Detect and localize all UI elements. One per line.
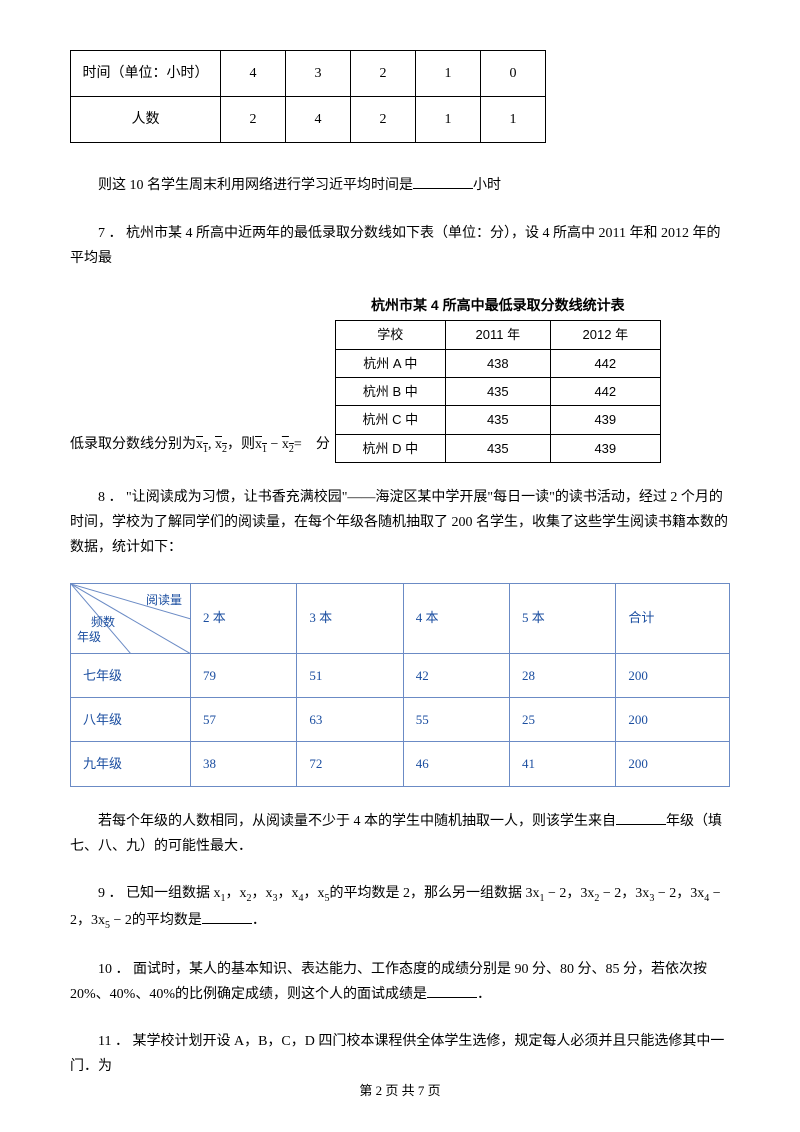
cell: 46 <box>403 742 509 786</box>
math-diff: x1 − x2 <box>255 437 294 452</box>
blank <box>616 811 666 825</box>
cell: 九年级 <box>71 742 191 786</box>
q7-line1: 7 ． 杭州市某 4 所高中近两年的最低录取分数线如下表（单位：分），设 4 所… <box>70 221 730 271</box>
text: 则这 10 名学生周末利用网络进行学习近平均时间是 <box>98 178 413 193</box>
cell: 4 <box>286 97 351 143</box>
cell: 2 <box>351 51 416 97</box>
q8-text: 8 ． "让阅读成为习惯，让书香充满校园"——海淀区某中学开展"每日一读"的读书… <box>70 485 730 561</box>
cell: 1 <box>481 97 546 143</box>
cell: 38 <box>191 742 297 786</box>
cell: 4 本 <box>403 583 509 653</box>
cell: 七年级 <box>71 653 191 697</box>
text: = <box>294 437 302 452</box>
label-grade: 年级 <box>77 627 101 649</box>
paragraph-after-t1: 则这 10 名学生周末利用网络进行学习近平均时间是 小时 <box>70 173 730 198</box>
cell: 442 <box>550 377 660 405</box>
text: 的平均数是 <box>132 913 202 928</box>
q8-after: 若每个年级的人数相同，从阅读量不少于 4 本的学生中随机抽取一人，则该学生来自年… <box>70 809 730 859</box>
text: 低录取分数线分别为 <box>70 437 196 452</box>
cell: 2011 年 <box>445 321 550 349</box>
cell: 3 <box>286 51 351 97</box>
cell: 2012 年 <box>550 321 660 349</box>
cell: 25 <box>510 698 616 742</box>
cell: 0 <box>481 51 546 97</box>
blank <box>202 910 252 924</box>
text: 的平均数是 2，那么另一组数据 <box>330 886 523 901</box>
cell: 57 <box>191 698 297 742</box>
text: 9 ． 已知一组数据 <box>98 886 210 901</box>
cell: 439 <box>550 406 660 434</box>
cell: 439 <box>550 434 660 462</box>
cell: 5 本 <box>510 583 616 653</box>
cell: 41 <box>510 742 616 786</box>
cell: 200 <box>616 653 730 697</box>
cell: 42 <box>403 653 509 697</box>
cell: 2 <box>221 97 286 143</box>
cell: 杭州 B 中 <box>335 377 445 405</box>
cell: 79 <box>191 653 297 697</box>
q9: 9 ． 已知一组数据 x1，x2，x3，x4，x5的平均数是 2，那么另一组数据… <box>70 881 730 935</box>
cell: 55 <box>403 698 509 742</box>
cell: 时间（单位：小时） <box>71 51 221 97</box>
cell: 3 本 <box>297 583 403 653</box>
cell: 442 <box>550 349 660 377</box>
cell: 2 <box>351 97 416 143</box>
tbl2-title: 杭州市某 4 所高中最低录取分数线统计表 <box>335 293 661 318</box>
cell: 杭州 A 中 <box>335 349 445 377</box>
label-read: 阅读量 <box>146 590 182 612</box>
cell: 1 <box>416 97 481 143</box>
blank <box>427 984 477 998</box>
cell: 2 本 <box>191 583 297 653</box>
blank <box>413 175 473 189</box>
cell: 200 <box>616 698 730 742</box>
q10: 10 ． 面试时，某人的基本知识、表达能力、工作态度的成绩分别是 90 分、80… <box>70 957 730 1007</box>
text: ． <box>477 987 491 1002</box>
diagonal-header: 阅读量 频数 年级 <box>71 583 191 653</box>
cell: 合计 <box>616 583 730 653</box>
cell: 72 <box>297 742 403 786</box>
q11: 11 ． 某学校计划开设 A，B，C，D 四门校本课程供全体学生选修，规定每人必… <box>70 1029 730 1079</box>
text: 小时 <box>473 178 501 193</box>
text: 若每个年级的人数相同，从阅读量不少于 4 本的学生中随机抽取一人，则该学生来自 <box>98 814 616 829</box>
cell: 200 <box>616 742 730 786</box>
cell: 51 <box>297 653 403 697</box>
cell: 438 <box>445 349 550 377</box>
cell: 1 <box>416 51 481 97</box>
q7-row: 低录取分数线分别为x1, x2，则x1 − x2= 分 杭州市某 4 所高中最低… <box>70 293 730 463</box>
cell: 杭州 C 中 <box>335 406 445 434</box>
cell: 435 <box>445 377 550 405</box>
math-xlist: x1，x2，x3，x4，x5 <box>214 886 330 901</box>
text: ，则 <box>227 437 255 452</box>
reading-table: 阅读量 频数 年级 2 本 3 本 4 本 5 本 合计 七年级 79 51 4… <box>70 583 730 787</box>
cell: 435 <box>445 434 550 462</box>
cell: 杭州 D 中 <box>335 434 445 462</box>
time-table: 时间（单位：小时） 4 3 2 1 0 人数 2 4 2 1 1 <box>70 50 546 143</box>
cell: 435 <box>445 406 550 434</box>
cell: 学校 <box>335 321 445 349</box>
cell: 63 <box>297 698 403 742</box>
cell: 人数 <box>71 97 221 143</box>
cell: 八年级 <box>71 698 191 742</box>
cell: 28 <box>510 653 616 697</box>
text: ． <box>252 913 266 928</box>
page-footer: 第 2 页 共 7 页 <box>0 1079 800 1102</box>
score-table: 学校 2011 年 2012 年 杭州 A 中438442 杭州 B 中4354… <box>335 320 661 463</box>
cell: 4 <box>221 51 286 97</box>
math-x1x2: x1, x2 <box>196 437 227 452</box>
text: 分 <box>316 437 330 452</box>
text: 10 ． 面试时，某人的基本知识、表达能力、工作态度的成绩分别是 90 分、80… <box>70 962 707 1002</box>
